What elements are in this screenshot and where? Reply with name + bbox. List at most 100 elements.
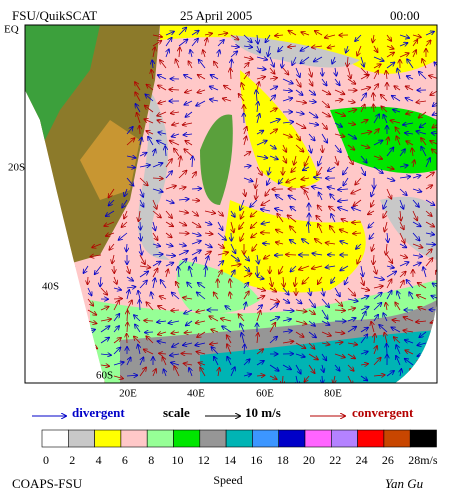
wind-vector [152,35,162,37]
wind-vector [384,333,387,344]
wind-vector [412,221,421,226]
wind-vector [360,311,366,322]
colorbar-label: 2 [69,453,75,467]
wind-vector [185,332,193,333]
wind-vector [230,46,239,47]
wind-vector [312,46,323,48]
wind-vector [183,123,193,125]
colorbar-label: 8 [148,453,154,467]
wind-vector [360,296,369,299]
wind-vector [295,112,304,114]
wind-vector [100,287,107,295]
wind-vector [395,127,401,135]
wind-vector [315,239,323,245]
wind-vector [113,362,124,365]
wind-vector [360,93,366,102]
wind-vector [302,239,310,245]
wind-vector [113,326,119,333]
wind-vector [217,270,222,278]
wind-vector [396,345,401,355]
wind-vector [146,302,154,311]
wind-vector [412,35,421,37]
wind-vector [126,177,134,186]
colorbar-title: Speed [213,473,242,487]
wind-vector [269,304,278,311]
wind-vector [191,250,201,256]
wind-vector [371,188,374,196]
wind-vector [269,145,276,149]
wind-vector [340,265,349,271]
wind-vector [144,119,154,124]
wind-vector [146,131,154,134]
wind-vector [184,363,193,365]
wind-vector [160,280,167,289]
wind-vector [257,254,259,264]
wind-vector [393,110,401,112]
wind-vector [241,210,244,219]
wind-vector [416,101,427,102]
colorbar-label: 6 [122,453,128,467]
wind-vector [243,374,251,376]
wind-vector [330,194,336,201]
wind-vector [335,67,336,76]
wind-vector [126,300,132,311]
wind-vector [418,307,427,310]
wind-vector [412,210,417,220]
wind-vector [386,62,394,69]
wind-vector [178,39,187,47]
wind-vector [269,376,277,379]
wind-vector [432,122,437,128]
wind-vector [217,40,224,47]
wind-vector [432,112,437,115]
wind-vector [243,63,249,69]
wind-vector [191,188,201,189]
wind-vector [360,375,367,380]
wind-vector [157,111,167,116]
wind-vector [404,317,414,322]
wind-vector [244,188,245,196]
wind-vector [152,163,163,168]
wind-vector [211,347,219,355]
wind-vector [204,233,213,234]
wind-vector [217,261,223,267]
wind-vector [294,155,296,165]
wind-vector [332,56,335,64]
lat-label: EQ [4,24,19,36]
wind-vector [191,241,201,245]
wind-vector [327,187,336,189]
wind-vector [157,321,167,322]
wind-vector [171,332,180,333]
wind-vector [275,208,284,211]
wind-vector [140,232,141,241]
wind-vector [282,98,292,101]
colorbar-label: 4 [96,453,102,467]
wind-vector [399,188,407,195]
wind-vector [217,243,224,248]
legend-convergent: convergent [352,405,414,420]
wind-vector [290,226,297,234]
wind-vector [269,67,275,74]
wind-vector [343,166,349,175]
wind-vector [384,221,387,232]
colorbar-label: 22 [329,453,341,467]
wind-vector [227,357,232,366]
colorbar-label: 20 [303,453,315,467]
colorbar-swatch [225,429,253,448]
wind-vector [330,226,336,234]
wind-vector [169,89,180,90]
colorbar-swatch [357,429,385,448]
wind-vector [282,67,288,75]
wind-vector [166,49,169,58]
wind-vector [230,68,231,80]
wind-vector [176,59,180,69]
wind-vector [395,302,401,311]
wind-vector [178,27,186,36]
lat-label: 40S [42,281,59,293]
wind-vector [439,233,446,236]
wind-vector [159,353,167,354]
wind-vector [394,86,401,91]
colorbar-unit: m/s [420,453,438,467]
wind-vector [406,86,414,91]
wind-vector [153,369,156,377]
wind-vector [419,72,427,80]
